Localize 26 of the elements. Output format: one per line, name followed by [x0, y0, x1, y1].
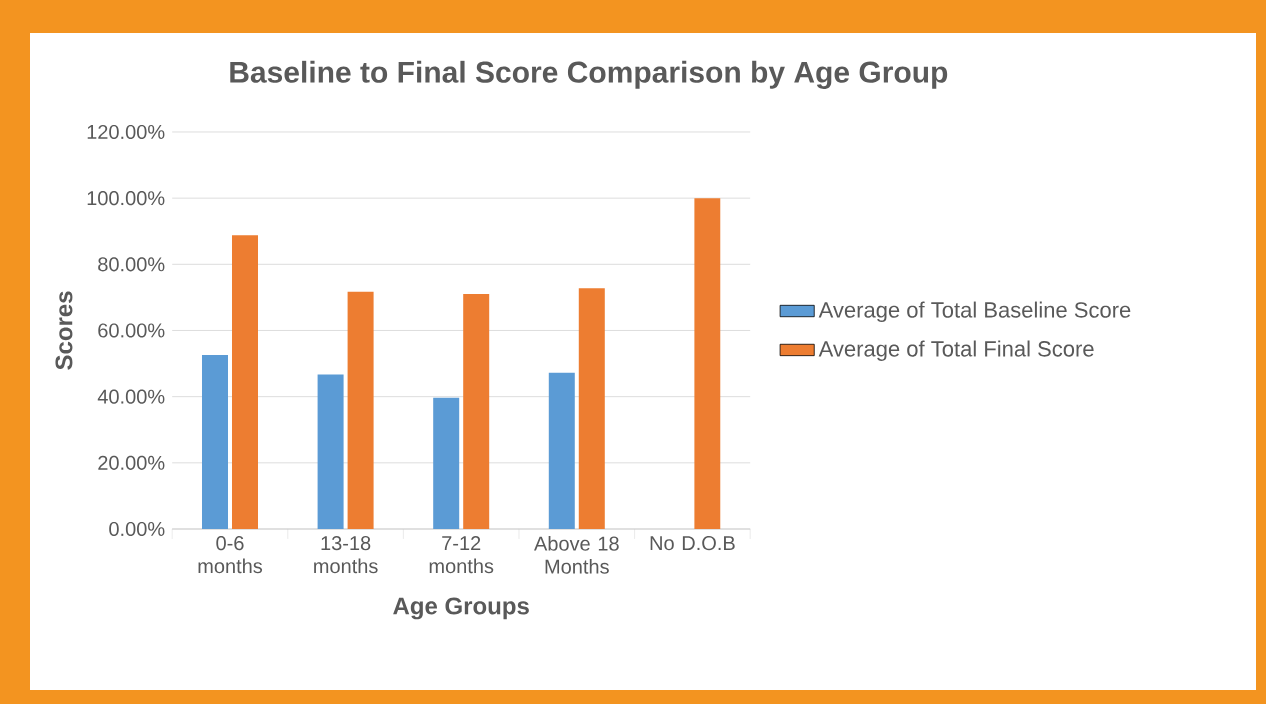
x-tick-label: 7-12 months [429, 536, 494, 574]
x-axis-title: Age Groups [393, 597, 529, 620]
bar [433, 397, 460, 529]
y-tick-label: 40.00% [97, 389, 165, 404]
y-axis-title: Scores [55, 291, 73, 370]
y-tick-label: 20.00% [98, 455, 165, 470]
x-tick-label: Above 18 Months [534, 536, 619, 574]
x-tick-label: 0-6 months [198, 536, 263, 574]
bar [202, 354, 228, 529]
y-tick-label: 120.00% [87, 124, 165, 140]
bar [694, 198, 721, 529]
bar [463, 294, 490, 529]
bar [548, 372, 575, 529]
bar [232, 235, 258, 529]
bar [347, 291, 374, 529]
y-tick-label: 100.00% [87, 191, 165, 206]
y-tick-label: 60.00% [98, 323, 165, 338]
x-tick-label: 13-18 months [314, 536, 378, 574]
chart-title: Baseline to Final Score Comparison by Age Group [230, 60, 948, 89]
y-tick-label: 80.00% [98, 257, 165, 272]
y-tick-label: 0.00% [109, 521, 165, 537]
bar [317, 374, 344, 529]
x-tick-label: No D.O.B [650, 536, 735, 551]
legend-label: Average of Total Final Score [818, 340, 1094, 361]
legend-label: Average of Total Baseline Score [818, 301, 1131, 323]
bar [578, 288, 605, 529]
